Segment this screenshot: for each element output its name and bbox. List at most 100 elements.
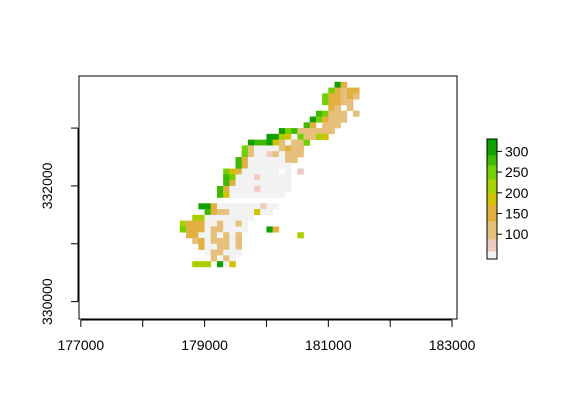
legend-tick-label: 150 — [505, 205, 529, 221]
legend-swatch — [487, 199, 497, 202]
raster-cell — [328, 110, 335, 117]
legend-swatch — [487, 195, 497, 198]
raster-cell — [278, 191, 286, 198]
raster-cell — [216, 232, 224, 239]
raster-cell — [278, 174, 286, 181]
raster-cell — [285, 139, 292, 146]
raster-cell — [291, 151, 298, 158]
legend-swatch — [487, 215, 497, 218]
legend-swatch — [487, 153, 497, 156]
raster-cell — [278, 180, 286, 187]
legend-swatch — [487, 257, 497, 260]
raster-cell — [272, 157, 280, 164]
raster-cell — [235, 220, 243, 227]
raster-cell — [346, 93, 354, 100]
raster-cell — [223, 261, 230, 268]
raster-cell — [216, 261, 224, 268]
raster-cell — [216, 249, 224, 256]
raster-cell — [235, 243, 243, 250]
raster-cell — [254, 174, 261, 181]
legend-swatch — [487, 221, 497, 224]
raster-cell — [247, 151, 255, 158]
raster-cell — [285, 185, 292, 193]
raster-cell — [241, 191, 249, 198]
legend-swatch — [487, 143, 497, 146]
raster-cell — [260, 180, 267, 187]
raster-cell — [204, 238, 212, 245]
raster-cell — [235, 238, 243, 245]
raster-cell — [235, 168, 243, 175]
legend-swatch — [487, 197, 497, 200]
raster-cell — [216, 226, 224, 233]
raster-cell — [241, 214, 249, 221]
raster-cell — [229, 220, 236, 227]
legend-swatch — [487, 253, 497, 256]
raster-cell — [223, 255, 230, 262]
legend-swatch — [487, 245, 497, 248]
legend-swatch — [487, 235, 497, 238]
raster-cell — [198, 214, 205, 221]
raster-cell — [254, 162, 261, 169]
raster-cell — [278, 128, 286, 135]
raster-cell — [260, 209, 267, 216]
legend-swatch — [487, 165, 497, 168]
raster-cell — [346, 87, 354, 94]
raster-cell — [247, 180, 255, 187]
raster-cell — [198, 220, 205, 227]
raster-cell — [247, 209, 255, 216]
raster-cell — [198, 232, 205, 239]
raster-cell — [260, 151, 267, 158]
legend-swatch — [487, 145, 497, 148]
raster-cell — [241, 226, 249, 233]
legend-swatch — [487, 169, 497, 172]
raster-cell — [254, 145, 261, 152]
legend-swatch — [487, 203, 497, 206]
legend-swatch — [487, 155, 497, 158]
raster-cell — [272, 185, 280, 193]
raster-cell — [315, 133, 323, 140]
raster-cell — [223, 232, 230, 239]
raster-cell — [266, 185, 273, 193]
raster-cell — [278, 185, 286, 193]
raster-cell — [229, 243, 236, 250]
legend-swatch — [487, 227, 497, 230]
raster-cell — [204, 203, 212, 210]
y-axis: 330000 332000 — [39, 127, 79, 325]
raster-cell — [235, 191, 243, 198]
raster-cell — [229, 185, 236, 193]
raster-cell — [204, 243, 212, 250]
legend-swatch — [487, 233, 497, 236]
raster-cell — [229, 180, 236, 187]
x-tick-label: 177000 — [57, 337, 104, 353]
raster-cell — [254, 180, 261, 187]
raster-cell — [192, 214, 199, 221]
raster-cell — [186, 220, 193, 227]
raster-cell — [247, 145, 255, 152]
legend-swatch — [487, 219, 497, 222]
legend-swatch — [487, 241, 497, 244]
raster-cell — [229, 203, 236, 210]
raster-cell — [241, 203, 249, 210]
raster-cell — [315, 116, 323, 123]
raster-cell — [353, 93, 360, 100]
raster-cell — [266, 162, 273, 169]
raster-cell — [210, 226, 218, 233]
legend-swatch — [487, 217, 497, 220]
raster-cell — [334, 81, 341, 88]
raster-cell — [235, 203, 243, 210]
raster-cell — [254, 191, 261, 198]
legend-swatch — [487, 191, 497, 194]
x-axis: 177000 179000 181000 183000 — [57, 319, 476, 353]
raster-cell — [297, 232, 304, 239]
legend-swatch — [487, 161, 497, 164]
raster-cell — [241, 162, 249, 169]
raster-cell — [272, 226, 280, 233]
legend-swatch — [487, 209, 497, 212]
raster-cell — [235, 209, 243, 216]
legend-tick-label: 300 — [505, 143, 529, 159]
raster-cell — [346, 99, 354, 106]
legend-swatch — [487, 223, 497, 226]
raster-cell — [235, 180, 243, 187]
raster-cell — [334, 87, 341, 94]
legend-swatch — [487, 163, 497, 166]
